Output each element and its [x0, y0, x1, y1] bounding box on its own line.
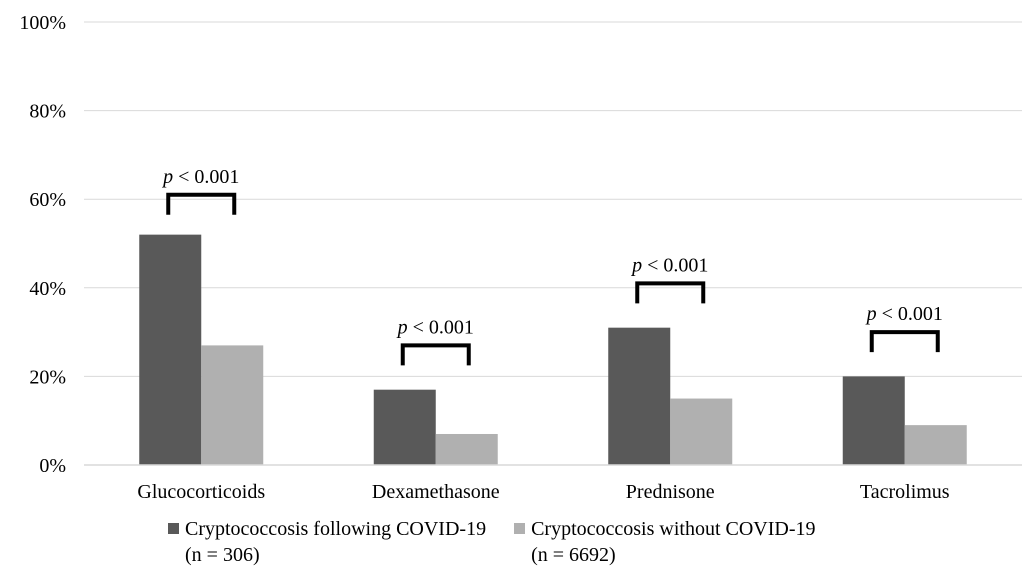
bar-tacrolimus-series-2 — [904, 425, 967, 465]
legend: Cryptococcosis following COVID-19 (n = 3… — [168, 516, 816, 568]
bar-prednisone-series-1 — [608, 327, 671, 465]
p-value-label: p < 0.001 — [396, 316, 474, 338]
x-axis-tick-labels: Glucocorticoids Dexamethasone Prednisone Ta… — [137, 481, 949, 503]
legend-count-following-covid: (n = 306) — [185, 544, 260, 566]
significance-bracket — [869, 330, 940, 353]
bar-tacrolimus-series-1 — [842, 376, 905, 465]
legend-swatch-following-covid — [168, 523, 179, 534]
significance-bracket — [400, 343, 471, 366]
legend-label-following-covid: Cryptococcosis following COVID-19 — [185, 518, 487, 540]
legend-label-without-covid: Cryptococcosis without COVID-19 — [531, 518, 816, 540]
y-tick-label: 100% — [19, 12, 66, 34]
x-tick-label: Dexamethasone — [372, 481, 500, 503]
p-value-label: p < 0.001 — [630, 254, 708, 276]
significance-bracket — [166, 192, 237, 215]
legend-item-without-covid: Cryptococcosis without COVID-19 (n = 669… — [514, 516, 816, 568]
bar-glucocorticoids-series-2 — [201, 345, 264, 465]
bar-dexamethasone-series-2 — [435, 433, 498, 465]
bar-prednisone-series-2 — [670, 398, 733, 465]
y-axis-tick-labels: 0% 20% 40% 60% 80% 100% — [19, 12, 66, 477]
significance-annotations: p < 0.001 p < 0.001 p < 0.001 p < 0.001 — [161, 166, 943, 366]
bar-glucocorticoids-series-1 — [139, 234, 202, 465]
significance-bracket — [635, 281, 706, 304]
legend-swatch-without-covid — [514, 523, 526, 534]
bars — [139, 234, 967, 465]
x-tick-label: Glucocorticoids — [137, 481, 265, 503]
p-value-label: p < 0.001 — [161, 166, 239, 188]
x-tick-label: Prednisone — [626, 481, 715, 503]
y-tick-label: 60% — [29, 189, 66, 211]
y-tick-label: 20% — [29, 366, 66, 388]
legend-count-without-covid: (n = 6692) — [531, 544, 616, 566]
bar-dexamethasone-series-1 — [373, 389, 436, 465]
legend-item-following-covid: Cryptococcosis following COVID-19 (n = 3… — [168, 516, 486, 568]
y-tick-label: 40% — [29, 278, 66, 300]
y-tick-label: 80% — [29, 101, 66, 123]
p-value-label: p < 0.001 — [865, 303, 943, 325]
x-tick-label: Tacrolimus — [860, 481, 950, 503]
y-tick-label: 0% — [39, 455, 66, 477]
